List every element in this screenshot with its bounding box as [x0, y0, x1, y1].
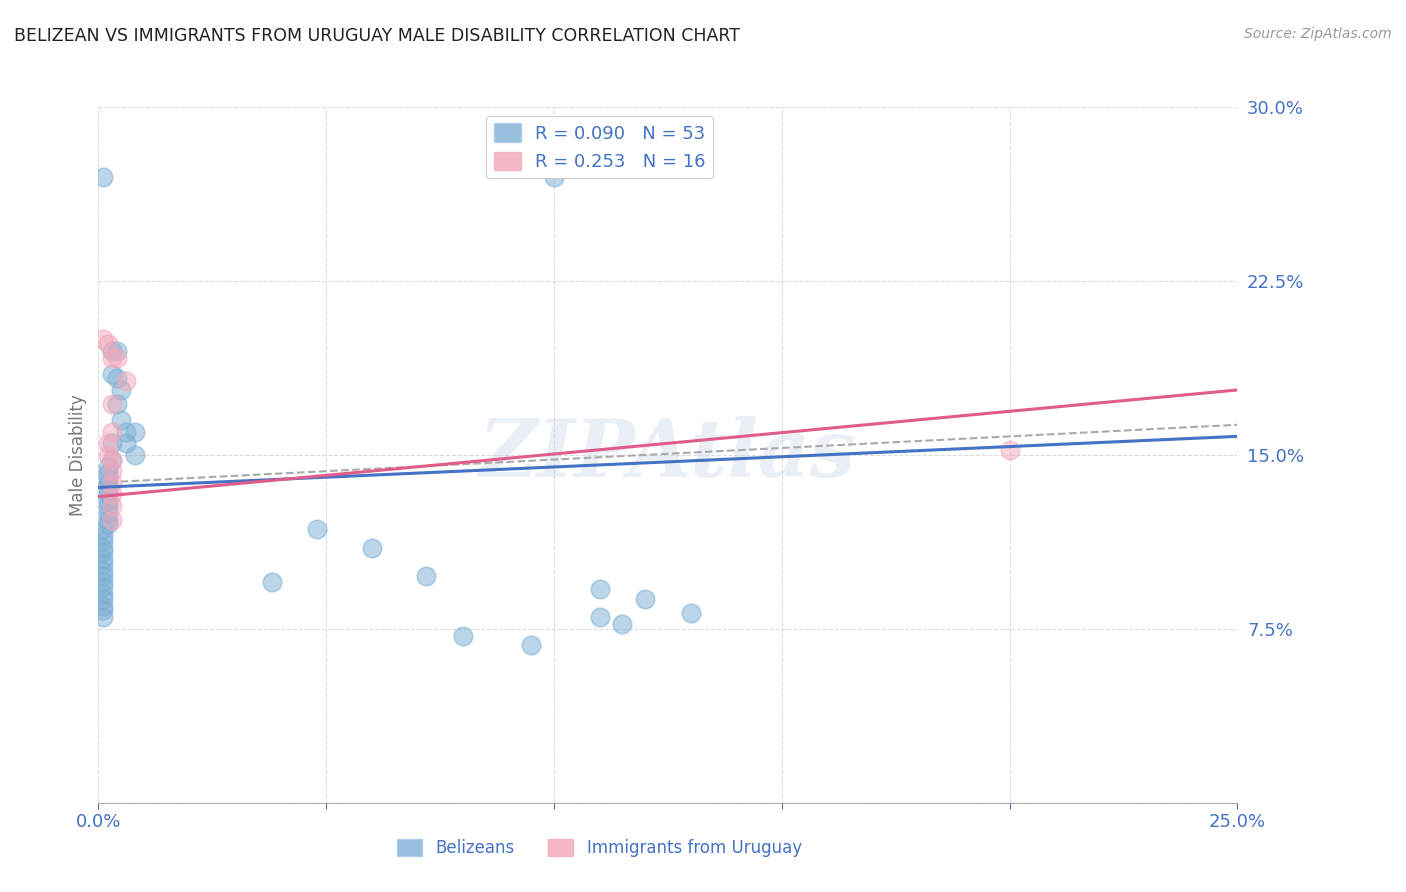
Point — [91, 545, 114, 559]
Point — [101, 452, 124, 467]
Point — [91, 169, 114, 184]
Point — [101, 452, 124, 467]
Text: Source: ZipAtlas.com: Source: ZipAtlas.com — [1244, 27, 1392, 41]
Point — [101, 464, 124, 478]
Point — [114, 436, 136, 450]
Point — [114, 374, 136, 388]
Point — [96, 513, 118, 527]
Point — [91, 587, 114, 601]
Point — [91, 522, 114, 536]
Point — [96, 487, 118, 501]
Y-axis label: Male Disability: Male Disability — [69, 394, 87, 516]
Point — [96, 467, 118, 481]
Point — [91, 603, 114, 617]
Point — [96, 448, 118, 462]
Point — [415, 568, 437, 582]
Point — [96, 499, 118, 513]
Point — [101, 367, 124, 381]
Point — [91, 599, 114, 613]
Point — [105, 351, 128, 365]
Point — [91, 552, 114, 566]
Point — [96, 336, 118, 351]
Point — [360, 541, 382, 555]
Point — [101, 475, 124, 490]
Point — [91, 591, 114, 606]
Point — [91, 529, 114, 543]
Point — [588, 610, 610, 624]
Point — [679, 606, 702, 620]
Point — [110, 383, 132, 397]
Point — [124, 448, 146, 462]
Point — [101, 499, 124, 513]
Point — [91, 332, 114, 346]
Point — [96, 436, 118, 450]
Point — [91, 568, 114, 582]
Point — [101, 487, 124, 501]
Point — [91, 580, 114, 594]
Point — [307, 522, 329, 536]
Point — [91, 533, 114, 548]
Point — [588, 582, 610, 597]
Point — [101, 343, 124, 358]
Point — [101, 425, 124, 439]
Point — [114, 425, 136, 439]
Point — [91, 541, 114, 555]
Legend: Belizeans, Immigrants from Uruguay: Belizeans, Immigrants from Uruguay — [391, 832, 808, 864]
Point — [101, 513, 124, 527]
Point — [91, 575, 114, 590]
Point — [91, 564, 114, 578]
Point — [96, 517, 118, 532]
Point — [105, 343, 128, 358]
Point — [101, 351, 124, 365]
Point — [96, 459, 118, 474]
Point — [520, 638, 543, 652]
Point — [105, 371, 128, 385]
Point — [451, 629, 474, 643]
Point — [91, 610, 114, 624]
Point — [96, 483, 118, 497]
Point — [105, 397, 128, 411]
Point — [543, 169, 565, 184]
Text: ZIPAtlas: ZIPAtlas — [479, 417, 856, 493]
Point — [260, 575, 283, 590]
Point — [612, 617, 634, 632]
Point — [634, 591, 657, 606]
Point — [96, 494, 118, 508]
Point — [96, 471, 118, 485]
Point — [96, 506, 118, 520]
Point — [124, 425, 146, 439]
Point — [110, 413, 132, 427]
Point — [101, 436, 124, 450]
Point — [101, 397, 124, 411]
Point — [91, 557, 114, 571]
Point — [96, 475, 118, 490]
Point — [998, 443, 1021, 458]
Text: BELIZEAN VS IMMIGRANTS FROM URUGUAY MALE DISABILITY CORRELATION CHART: BELIZEAN VS IMMIGRANTS FROM URUGUAY MALE… — [14, 27, 740, 45]
